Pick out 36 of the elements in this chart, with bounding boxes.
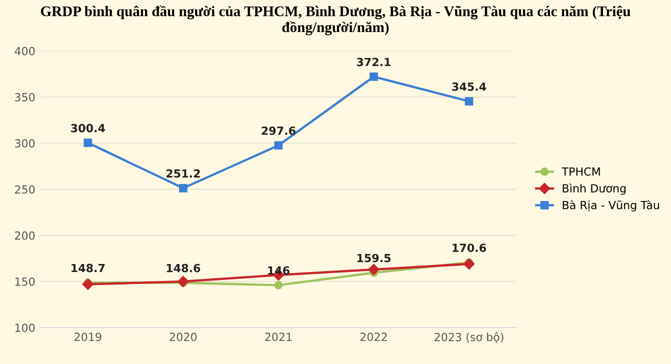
chart-title: GRDP bình quân đầu người của TPHCM, Bình Dương, Bà Rịa - Vũng Tàu qua các năm (Triệu đồng/người/năm): [40, 5, 630, 36]
legend-label: Bà Rịa - Vũng Tàu: [562, 200, 660, 212]
x-tick-label: 2022: [360, 332, 387, 342]
x-tick-label: 2020: [170, 332, 197, 342]
x-tick-label: 2021: [265, 332, 292, 342]
point: [464, 97, 474, 106]
data-label: 300.4: [71, 124, 105, 132]
y-tick-label: 150: [15, 277, 35, 286]
y-tick-label: 200: [15, 231, 35, 240]
y-tick-label: 100: [15, 324, 35, 332]
data-label: 251.2: [166, 169, 200, 178]
data-label: 148.7: [72, 264, 105, 272]
data-label: 372.1: [356, 58, 391, 66]
point: [368, 264, 380, 276]
point: [274, 281, 283, 290]
data-label: 148.6: [166, 264, 200, 272]
legend-label: Bình Dương: [562, 183, 626, 195]
data-label: 170.6: [452, 244, 486, 252]
point: [178, 276, 189, 288]
point: [370, 72, 378, 81]
point: [82, 278, 94, 290]
data-label: 345.4: [452, 82, 486, 91]
y-tick-label: 300: [15, 139, 35, 148]
legend-label: TPHCM: [562, 167, 600, 176]
point: [274, 141, 283, 150]
x-tick-label: 2023 (sơ bộ): [434, 332, 504, 344]
point: [463, 258, 475, 270]
x-tick-label: 2019: [74, 332, 102, 342]
data-label: 159.5: [357, 254, 391, 262]
data-label: 146: [268, 266, 290, 275]
y-tick-label: 350: [15, 93, 35, 102]
y-tick-label: 400: [14, 46, 35, 56]
y-tick-label: 250: [15, 185, 35, 194]
data-label: 297.6: [262, 126, 296, 135]
point: [179, 184, 188, 192]
point: [84, 138, 92, 147]
